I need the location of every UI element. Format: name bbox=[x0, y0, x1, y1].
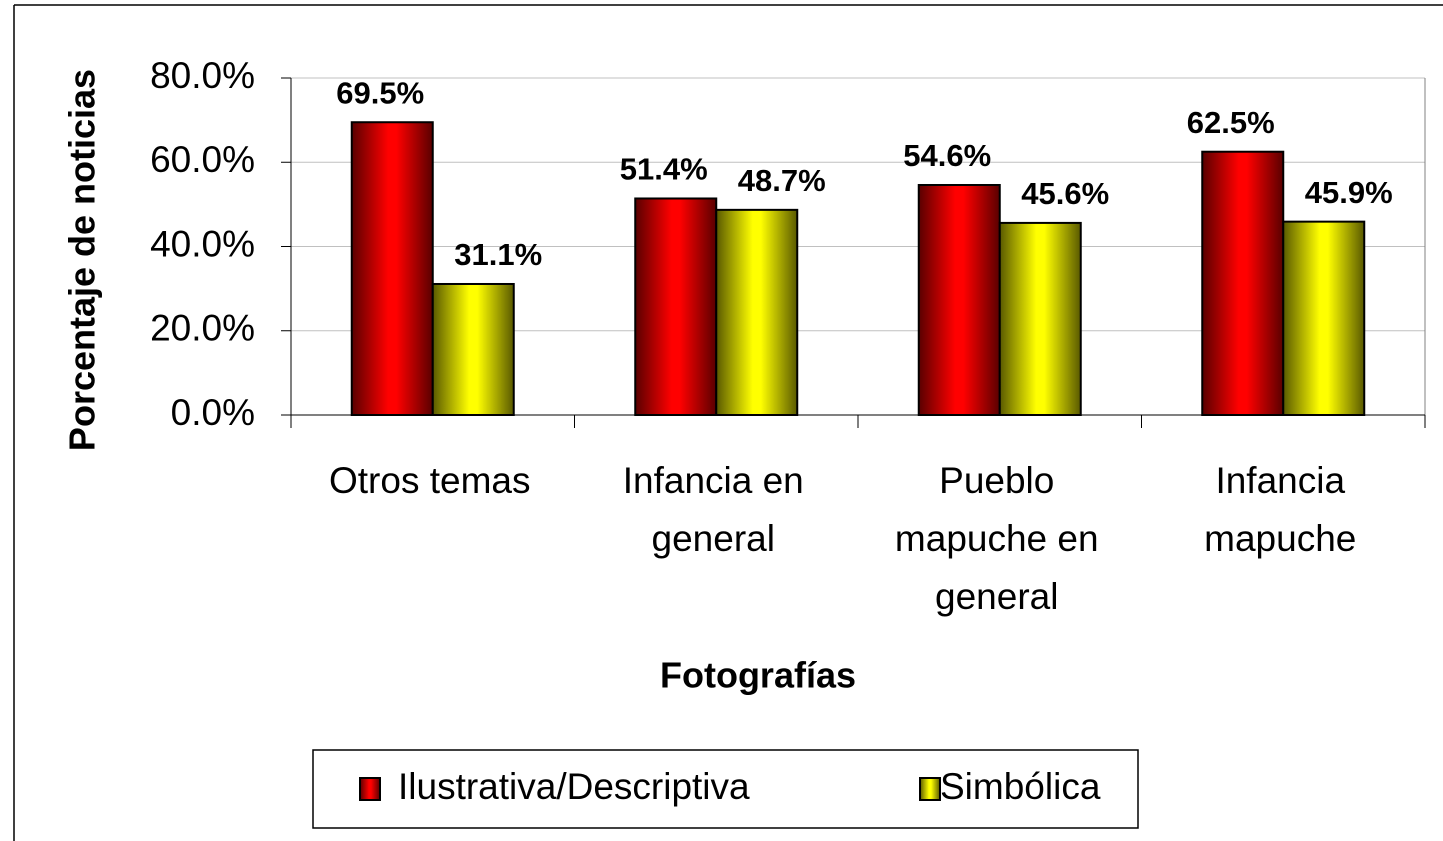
y-tick-label: 60.0% bbox=[150, 139, 255, 180]
bar bbox=[998, 221, 1082, 416]
x-tick-label: Infancia mapuche bbox=[1204, 460, 1357, 559]
data-label: 31.1% bbox=[454, 237, 542, 272]
bar bbox=[350, 121, 434, 416]
x-tick-label: Infancia en general bbox=[622, 460, 804, 559]
legend-swatch bbox=[919, 777, 941, 801]
data-label: 51.4% bbox=[620, 152, 708, 187]
y-tick-label: 20.0% bbox=[150, 308, 255, 349]
legend bbox=[312, 749, 1139, 829]
bar bbox=[634, 197, 718, 416]
bar bbox=[715, 208, 799, 416]
legend-label: Ilustrativa/Descriptiva bbox=[398, 766, 750, 807]
x-axis-label: Fotografías bbox=[660, 655, 856, 696]
bar bbox=[431, 282, 515, 416]
bar bbox=[1282, 220, 1366, 416]
data-label: 54.6% bbox=[903, 138, 991, 173]
x-tick-label: Otros temas bbox=[329, 460, 531, 501]
x-tick-label: Pueblo mapuche en general bbox=[894, 460, 1099, 617]
y-tick-label: 0.0% bbox=[171, 392, 255, 433]
bar bbox=[917, 183, 1001, 416]
y-tick-label: 40.0% bbox=[150, 223, 255, 264]
data-label: 45.6% bbox=[1021, 176, 1109, 211]
y-tick-label: 80.0% bbox=[150, 55, 255, 96]
legend-swatch bbox=[359, 777, 381, 801]
y-axis-label: Porcentaje de noticias bbox=[62, 69, 103, 451]
data-label: 62.5% bbox=[1187, 105, 1275, 140]
legend-label: Simbólica bbox=[940, 766, 1101, 807]
data-label: 48.7% bbox=[738, 163, 826, 198]
data-label: 45.9% bbox=[1305, 175, 1393, 210]
data-label: 69.5% bbox=[336, 75, 424, 110]
bar bbox=[1201, 150, 1285, 416]
